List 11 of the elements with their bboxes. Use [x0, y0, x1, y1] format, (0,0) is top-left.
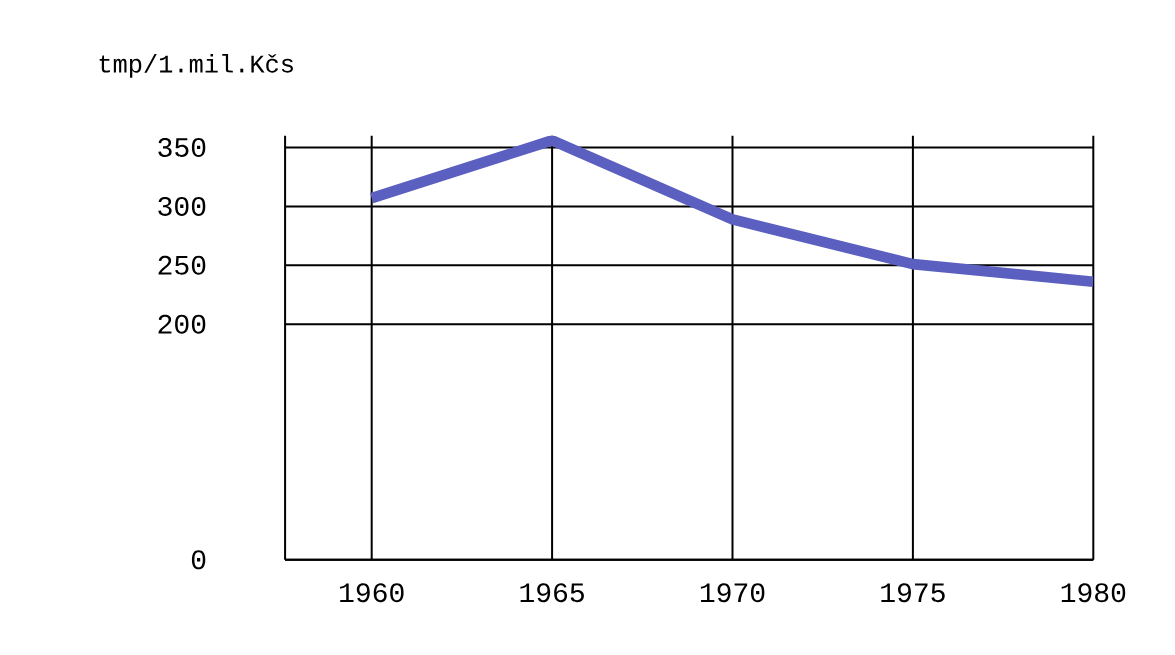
- y-tick-label: 300: [158, 196, 206, 216]
- x-tick-label: 1975: [881, 583, 945, 603]
- x-tick-label: 1980: [1061, 583, 1126, 603]
- y-tick-label: 0: [191, 550, 206, 570]
- x-tick-label: 1965: [520, 583, 584, 603]
- x-tick-label: 1970: [700, 583, 765, 603]
- y-tick-label: 200: [158, 314, 206, 334]
- y-tick-label: 250: [158, 255, 206, 275]
- x-tick-label: 1960: [340, 583, 404, 603]
- y-tick-label: 350: [158, 138, 206, 158]
- y-axis-title: tmp/1.mil.Kčs: [99, 54, 293, 78]
